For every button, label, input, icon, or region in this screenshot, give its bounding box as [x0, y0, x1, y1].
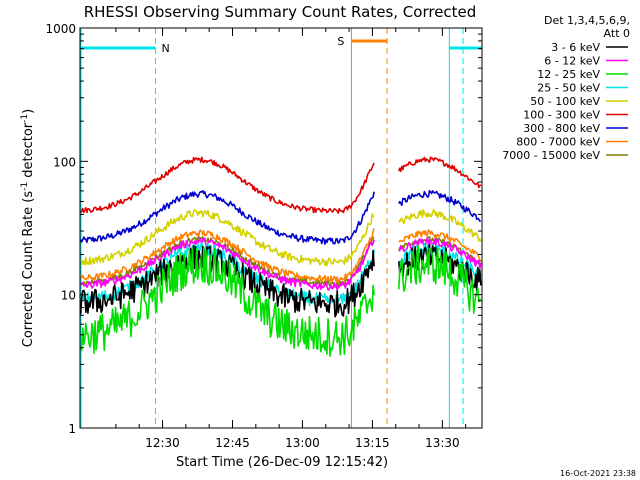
x-tick-label: 13:00 [285, 436, 320, 450]
legend-label: 6 - 12 keV [544, 55, 600, 68]
axes: 12:30 12:45 13:00 13:15 13:30 1 10 100 1000 [45, 22, 482, 450]
x-axis-label: Start Time (26-Dec-09 12:15:42) [176, 455, 388, 470]
x-tick-label: 12:30 [145, 436, 180, 450]
timestamp: 16-Oct-2021 23:38 [560, 469, 636, 478]
y-tick-label: 100 [53, 155, 76, 169]
series-line-5 [80, 156, 482, 214]
y-tick-label: 1 [68, 422, 76, 436]
y-axis-label: Corrected Count Rate (s-1 detector-1) [20, 109, 36, 347]
series-line-6 [79, 189, 481, 245]
legend-label: 800 - 7000 keV [516, 136, 600, 149]
plot-frame [79, 27, 483, 429]
y-tick-label: 10 [61, 289, 76, 303]
legend-label: 25 - 50 keV [537, 82, 600, 95]
x-tick-label: 13:15 [355, 436, 390, 450]
legend-label: 3 - 6 keV [551, 41, 600, 54]
legend-label: 7000 - 15000 keV [502, 149, 600, 162]
series-line-2 [79, 245, 482, 357]
legend-header-line: Det 1,3,4,5,6,9, [544, 14, 630, 27]
night-label: N [162, 42, 170, 55]
x-tick-label: 13:30 [425, 436, 460, 450]
legend-label: 50 - 100 keV [530, 95, 600, 108]
legend-header-line: Att 0 [604, 27, 630, 40]
x-tick-label: 12:45 [215, 436, 250, 450]
legend-label: 100 - 300 keV [523, 109, 600, 122]
plot-content: NS [79, 28, 482, 428]
legend-label: 12 - 25 keV [537, 68, 600, 81]
y-tick-label: 1000 [45, 22, 76, 36]
legend-label: 300 - 800 keV [523, 122, 600, 135]
saa-label: S [337, 35, 344, 48]
chart-title: RHESSI Observing Summary Count Rates, Co… [84, 3, 477, 21]
series-line-4 [80, 208, 482, 267]
